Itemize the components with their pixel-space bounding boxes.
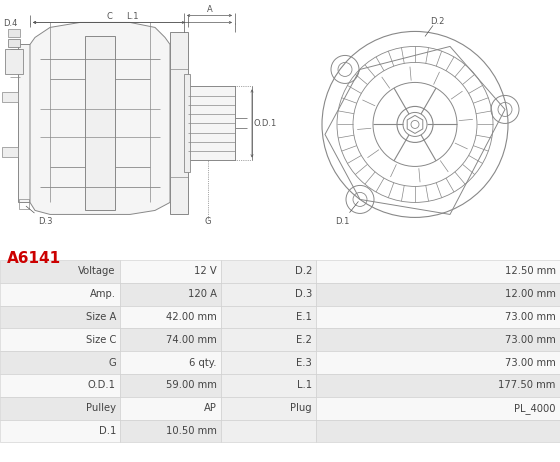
Bar	[316, 260, 560, 283]
Text: Pulley: Pulley	[86, 403, 116, 413]
Bar	[221, 397, 316, 419]
Text: E.2: E.2	[296, 335, 312, 345]
Text: 73.00 mm: 73.00 mm	[505, 358, 556, 368]
Bar	[0, 306, 120, 328]
Text: C: C	[106, 12, 112, 21]
Bar	[221, 419, 316, 443]
Text: O.D.1: O.D.1	[254, 119, 277, 128]
Bar	[221, 283, 316, 306]
Bar	[188, 86, 235, 160]
Text: AP: AP	[204, 403, 217, 413]
Bar	[316, 306, 560, 328]
Bar	[170, 32, 188, 214]
Bar	[316, 351, 560, 374]
Bar	[8, 39, 20, 48]
Bar	[221, 306, 316, 328]
Text: A: A	[207, 6, 212, 14]
Bar	[0, 260, 120, 283]
Text: L.1: L.1	[126, 12, 139, 21]
Text: D.4: D.4	[3, 19, 17, 29]
Bar	[0, 328, 120, 351]
Text: 6 qty.: 6 qty.	[189, 358, 217, 368]
Bar	[120, 328, 221, 351]
Text: Amp.: Amp.	[90, 289, 116, 299]
Text: A6141: A6141	[7, 251, 61, 267]
Bar	[0, 283, 120, 306]
Text: G: G	[108, 358, 116, 368]
Bar	[18, 44, 30, 202]
Text: O.D.1: O.D.1	[88, 381, 116, 390]
Text: D.1: D.1	[335, 201, 358, 226]
Bar	[221, 260, 316, 283]
Bar	[120, 283, 221, 306]
Bar	[221, 374, 316, 397]
Bar	[221, 328, 316, 351]
Bar	[221, 351, 316, 374]
Bar	[0, 419, 120, 443]
Bar	[19, 200, 29, 209]
Bar	[5, 49, 23, 74]
Text: 42.00 mm: 42.00 mm	[166, 312, 217, 322]
Text: E.1: E.1	[296, 312, 312, 322]
Text: Voltage: Voltage	[78, 267, 116, 276]
Text: 59.00 mm: 59.00 mm	[166, 381, 217, 390]
Text: 12.50 mm: 12.50 mm	[505, 267, 556, 276]
Text: 177.50 mm: 177.50 mm	[498, 381, 556, 390]
Text: Size A: Size A	[86, 312, 116, 322]
Bar	[316, 374, 560, 397]
Text: D.1: D.1	[99, 426, 116, 436]
Text: PL_4000: PL_4000	[514, 403, 556, 413]
Text: 12 V: 12 V	[194, 267, 217, 276]
Bar	[120, 351, 221, 374]
Bar	[120, 260, 221, 283]
Bar	[316, 283, 560, 306]
Text: 74.00 mm: 74.00 mm	[166, 335, 217, 345]
Bar	[316, 397, 560, 419]
Text: 12.00 mm: 12.00 mm	[505, 289, 556, 299]
Bar	[120, 374, 221, 397]
Text: 73.00 mm: 73.00 mm	[505, 335, 556, 345]
Bar	[8, 30, 20, 37]
Bar	[0, 374, 120, 397]
Bar	[120, 419, 221, 443]
Text: D.3: D.3	[295, 289, 312, 299]
Text: L.1: L.1	[297, 381, 312, 390]
Text: 120 A: 120 A	[188, 289, 217, 299]
Text: D.2: D.2	[295, 267, 312, 276]
Bar	[0, 351, 120, 374]
Bar	[85, 36, 115, 210]
Bar	[0, 397, 120, 419]
Bar	[2, 92, 18, 103]
Bar	[120, 306, 221, 328]
Bar	[2, 147, 18, 158]
Text: Plug: Plug	[290, 403, 312, 413]
Bar	[120, 397, 221, 419]
Bar	[316, 328, 560, 351]
Text: 10.50 mm: 10.50 mm	[166, 426, 217, 436]
Text: Size C: Size C	[86, 335, 116, 345]
Text: D.3: D.3	[26, 206, 53, 226]
Bar	[316, 419, 560, 443]
Polygon shape	[30, 23, 170, 214]
Text: E.3: E.3	[296, 358, 312, 368]
Text: D.2: D.2	[430, 18, 445, 26]
Bar	[184, 74, 190, 172]
Text: G: G	[205, 218, 211, 226]
Text: 73.00 mm: 73.00 mm	[505, 312, 556, 322]
